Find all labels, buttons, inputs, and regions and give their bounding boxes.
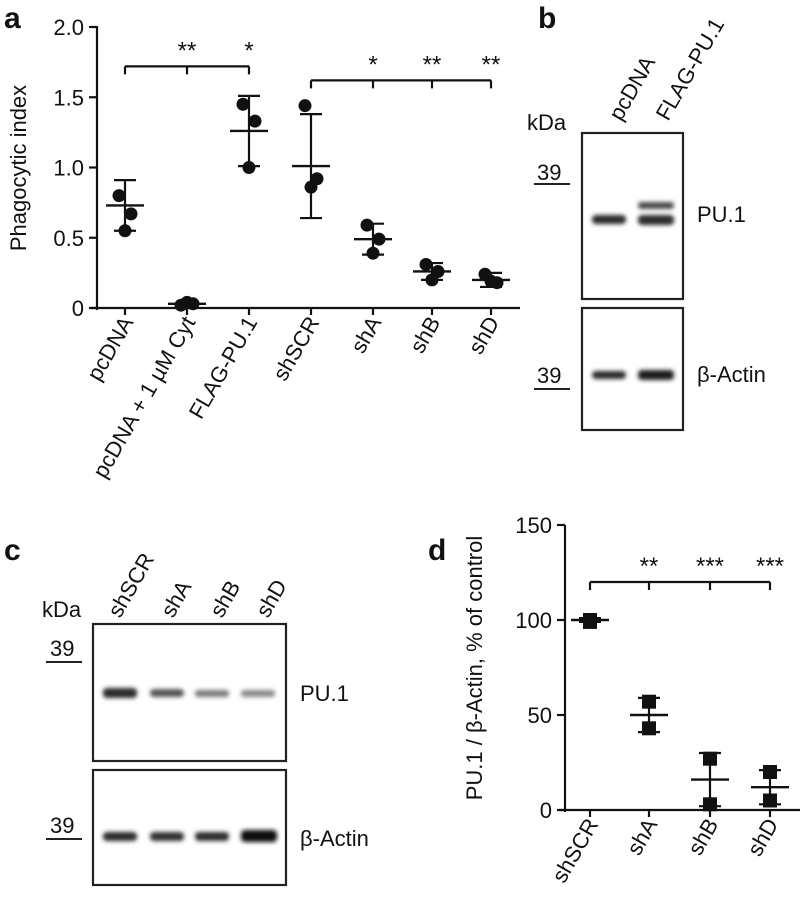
blot-c-band-actin-shd [241, 830, 277, 842]
panel-a-data-point [112, 189, 126, 203]
blot-c-band-actin-sha [150, 832, 184, 841]
blot-b-band-pu1-lane2 [638, 215, 674, 225]
panel-a-ytick-label: 1.0 [53, 156, 84, 181]
panel-a-plot: Phagocytic index 00.51.01.52.0pcDNApcDNA… [6, 15, 520, 482]
panel-d-xtick-label: shA [622, 814, 663, 860]
blot-b-marker-top: 39 [537, 160, 561, 185]
blot-b-marker-bottom: 39 [537, 363, 561, 388]
blot-b-band-actin-lane2 [638, 370, 674, 380]
panel-label-a: a [4, 2, 21, 35]
blot-c-protein-top: PU.1 [300, 681, 349, 706]
panel-a-data-point [366, 246, 380, 260]
panel-d-data-point [763, 765, 777, 779]
blot-c-band-pu1-shd [241, 690, 275, 697]
blot-b-bottom-membrane [580, 306, 685, 432]
panel-a-xtick-label: shA [346, 312, 387, 358]
panel-a-sig-label: * [368, 51, 377, 78]
blot-b-band-flag-pu1 [638, 202, 674, 209]
blot-b-band-actin-lane1 [592, 371, 626, 379]
panel-d-data-point [642, 721, 656, 736]
panel-a-data-point [304, 180, 318, 194]
panel-a-data-point [372, 232, 386, 246]
blot-b: kDa pcDNA FLAG-PU.1 39 39 PU.1 β-Actin [527, 14, 766, 432]
panel-a-data-point [484, 274, 498, 288]
panel-a-data-point [360, 218, 374, 232]
blot-b-protein-top: PU.1 [697, 202, 746, 227]
panel-a-xtick-label: shSCR [268, 312, 324, 385]
blot-c-lane-1: shSCR [103, 549, 159, 622]
panel-d-ytick-label: 50 [528, 703, 552, 728]
panel-d-data-point [703, 751, 717, 766]
blot-c-band-pu1-sha [150, 689, 184, 697]
blot-c: kDa shSCR shA shB shD 39 39 PU.1 β-Actin [42, 549, 369, 887]
panel-d-sig-label: ** [640, 553, 659, 580]
panel-a-xtick-label: shB [405, 312, 446, 357]
panel-a-data-point [242, 161, 256, 174]
panel-d-plot: PU.1 / β-Actin, % of control 0 50 100 150 sh… [462, 513, 800, 887]
panel-a-ytick-label: 1.5 [53, 85, 84, 110]
blot-b-kda: kDa [527, 110, 567, 135]
panel-label-d: d [428, 534, 446, 567]
panel-label-c: c [4, 534, 21, 567]
blot-c-bottom-membrane [91, 768, 288, 887]
blot-c-kda: kDa [42, 597, 82, 622]
panel-a-data-point [180, 295, 194, 309]
blot-c-lane-2: shA [156, 576, 197, 622]
panel-a-sig-label: ** [423, 51, 442, 78]
panel-d-xtick-label: shD [742, 814, 783, 860]
panel-d-data-point [642, 694, 656, 709]
panel-d-ytick-label: 100 [515, 608, 552, 633]
blot-c-band-actin-shscr [103, 832, 137, 841]
blot-c-marker-top: 39 [50, 636, 74, 661]
panel-d-data-point [763, 793, 777, 808]
panel-a-ytick-label: 0.5 [53, 226, 84, 251]
panel-a-data-point [124, 207, 138, 221]
panel-a-y-label: Phagocytic index [6, 85, 31, 251]
panel-d-ytick-label: 0 [540, 798, 552, 823]
panel-a-sig-label: ** [482, 51, 501, 78]
panel-d-sig-label: *** [696, 553, 724, 580]
blot-c-bands [103, 688, 277, 842]
panel-a-ytick-label: 0 [72, 296, 84, 321]
panel-a-sig-label: ** [178, 37, 197, 64]
panel-a-xtick-label: pcDNA [82, 312, 139, 385]
panel-d-y-label: PU.1 / β-Actin, % of control [462, 536, 487, 801]
panel-a-data-point [425, 273, 439, 287]
panel-a-sig-label: * [244, 37, 253, 64]
blot-c-lane-3: shB [205, 576, 246, 621]
panel-label-b: b [538, 2, 556, 35]
blot-b-protein-bottom: β-Actin [697, 362, 766, 387]
blot-c-band-pu1-shscr [103, 688, 137, 698]
blot-c-protein-bottom: β-Actin [300, 826, 369, 851]
panel-a-ytick-label: 2.0 [53, 15, 84, 40]
panel-a-xtick-label: shD [463, 312, 504, 358]
panel-a-data-point [419, 257, 433, 271]
blot-b-bands [592, 202, 674, 380]
panel-d-xtick-label: shSCR [547, 814, 603, 887]
panel-d-xtick-label: shB [683, 814, 724, 859]
panel-a-data-point [118, 224, 132, 238]
panel-d-sig-label: *** [756, 553, 784, 580]
blot-c-marker-bottom: 39 [50, 813, 74, 838]
panel-a-data-point [248, 114, 262, 128]
panel-a-data-point [298, 99, 312, 113]
blot-b-band-pu1-lane1 [592, 215, 626, 224]
blot-c-band-pu1-shb [195, 690, 229, 697]
panel-d-ytick-label: 150 [515, 513, 552, 538]
panel-a-data-point [236, 97, 250, 111]
panel-d-data-point [583, 614, 597, 629]
blot-b-lane-2: FLAG-PU.1 [651, 14, 730, 125]
blot-c-lane-4: shD [251, 575, 292, 621]
blot-c-band-actin-shb [195, 832, 229, 841]
panel-d-data-point [703, 797, 717, 812]
